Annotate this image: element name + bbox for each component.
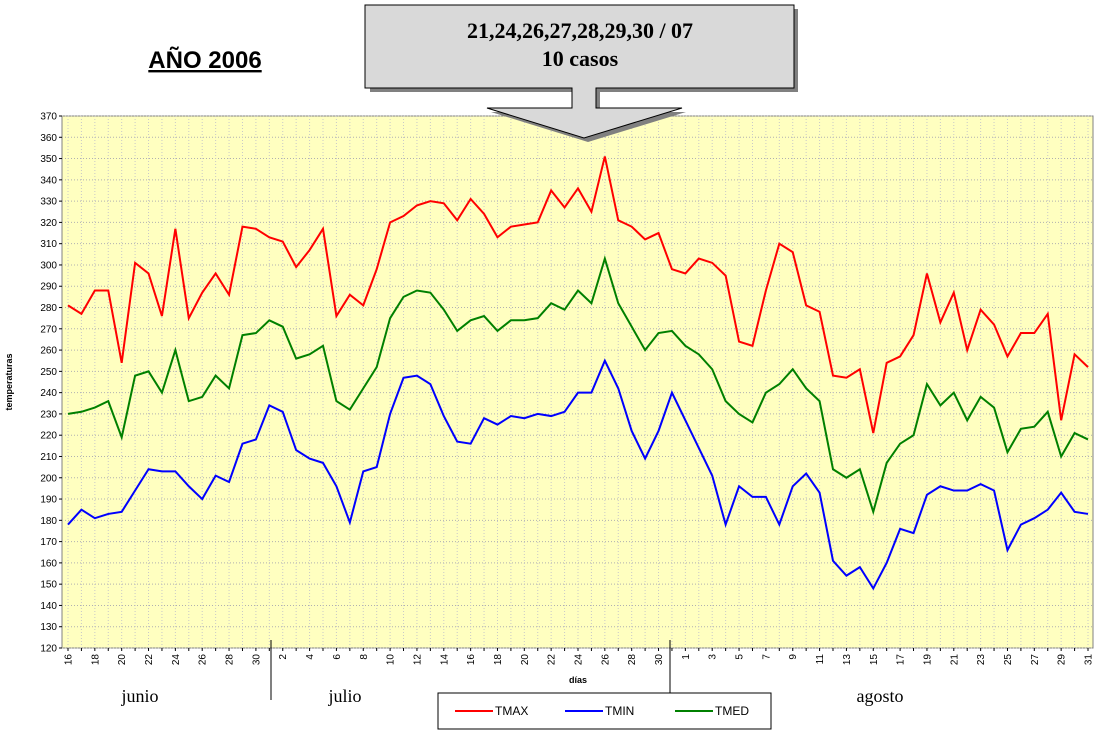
x-tick-label: 20 — [520, 654, 531, 666]
y-tick-label: 360 — [40, 133, 57, 144]
x-tick-label: 29 — [1057, 654, 1068, 666]
x-tick-label: 16 — [64, 654, 75, 666]
x-tick-label: 20 — [117, 654, 128, 666]
y-tick-label: 150 — [40, 580, 57, 591]
x-tick-label: 24 — [171, 654, 182, 666]
y-tick-label: 200 — [40, 473, 57, 484]
x-tick-label: 4 — [305, 654, 316, 660]
plot-area — [62, 116, 1093, 648]
y-tick-label: 170 — [40, 537, 57, 548]
x-tick-label: 25 — [1003, 654, 1014, 666]
month-label: julio — [327, 686, 361, 706]
x-tick-label: 28 — [627, 654, 638, 666]
y-tick-label: 190 — [40, 495, 57, 506]
month-label: junio — [120, 686, 158, 706]
y-tick-label: 270 — [40, 324, 57, 335]
y-tick-label: 240 — [40, 388, 57, 399]
y-tick-label: 140 — [40, 601, 57, 612]
x-tick-label: 6 — [332, 654, 343, 660]
x-tick-label: 16 — [466, 654, 477, 666]
x-tick-label: 30 — [654, 654, 665, 666]
x-tick-label: 11 — [815, 654, 826, 665]
x-tick-label: 27 — [1030, 654, 1041, 666]
x-tick-label: 5 — [735, 654, 746, 660]
y-tick-label: 220 — [40, 431, 57, 442]
x-tick-label: 28 — [225, 654, 236, 666]
chart-title: AÑO 2006 — [148, 46, 261, 74]
x-axis-label: días — [569, 675, 587, 685]
y-tick-label: 250 — [40, 367, 57, 378]
x-tick-label: 31 — [1084, 654, 1094, 666]
y-tick-label: 320 — [40, 218, 57, 229]
legend-label: TMIN — [605, 704, 634, 718]
y-tick-label: 340 — [40, 175, 57, 186]
y-tick-label: 180 — [40, 516, 57, 527]
y-axis-label: temperaturas — [4, 353, 14, 410]
x-tick-label: 26 — [198, 654, 209, 666]
x-tick-label: 22 — [144, 654, 155, 666]
x-tick-label: 18 — [90, 654, 101, 666]
x-tick-label: 8 — [359, 654, 370, 660]
x-tick-label: 26 — [600, 654, 611, 666]
x-tick-label: 23 — [976, 654, 987, 666]
y-tick-label: 370 — [40, 112, 57, 123]
x-tick-label: 22 — [547, 654, 558, 666]
x-tick-label: 9 — [788, 654, 799, 660]
y-tick-label: 120 — [40, 644, 57, 655]
legend-label: TMED — [715, 704, 749, 718]
x-tick-label: 21 — [949, 654, 960, 666]
y-tick-label: 310 — [40, 239, 57, 250]
month-label: agosto — [857, 686, 904, 706]
x-tick-label: 14 — [439, 654, 450, 666]
x-tick-label: 2 — [278, 654, 289, 660]
x-tick-label: 13 — [842, 654, 853, 666]
x-tick-label: 24 — [574, 654, 585, 666]
x-tick-label: 17 — [896, 654, 907, 666]
y-tick-label: 260 — [40, 346, 57, 357]
x-tick-label: 30 — [251, 654, 262, 666]
y-tick-label: 290 — [40, 282, 57, 293]
x-tick-label: 15 — [869, 654, 880, 666]
x-tick-label: 12 — [412, 654, 423, 666]
x-tick-label: 1 — [681, 654, 692, 660]
x-tick-label: 7 — [761, 654, 772, 660]
y-tick-label: 160 — [40, 558, 57, 569]
y-tick-label: 210 — [40, 452, 57, 463]
annotation-line: 10 casos — [542, 46, 619, 71]
x-tick-label: 19 — [922, 654, 933, 666]
y-tick-label: 230 — [40, 409, 57, 420]
legend-label: TMAX — [495, 704, 528, 718]
y-tick-label: 130 — [40, 622, 57, 633]
x-tick-label: 18 — [493, 654, 504, 666]
x-tick-label: 3 — [708, 654, 719, 660]
y-tick-label: 280 — [40, 303, 57, 314]
y-tick-label: 330 — [40, 197, 57, 208]
x-tick-label: 10 — [386, 654, 397, 666]
annotation-line: 21,24,26,27,28,29,30 / 07 — [467, 18, 693, 43]
y-tick-label: 300 — [40, 260, 57, 271]
y-tick-label: 350 — [40, 154, 57, 165]
